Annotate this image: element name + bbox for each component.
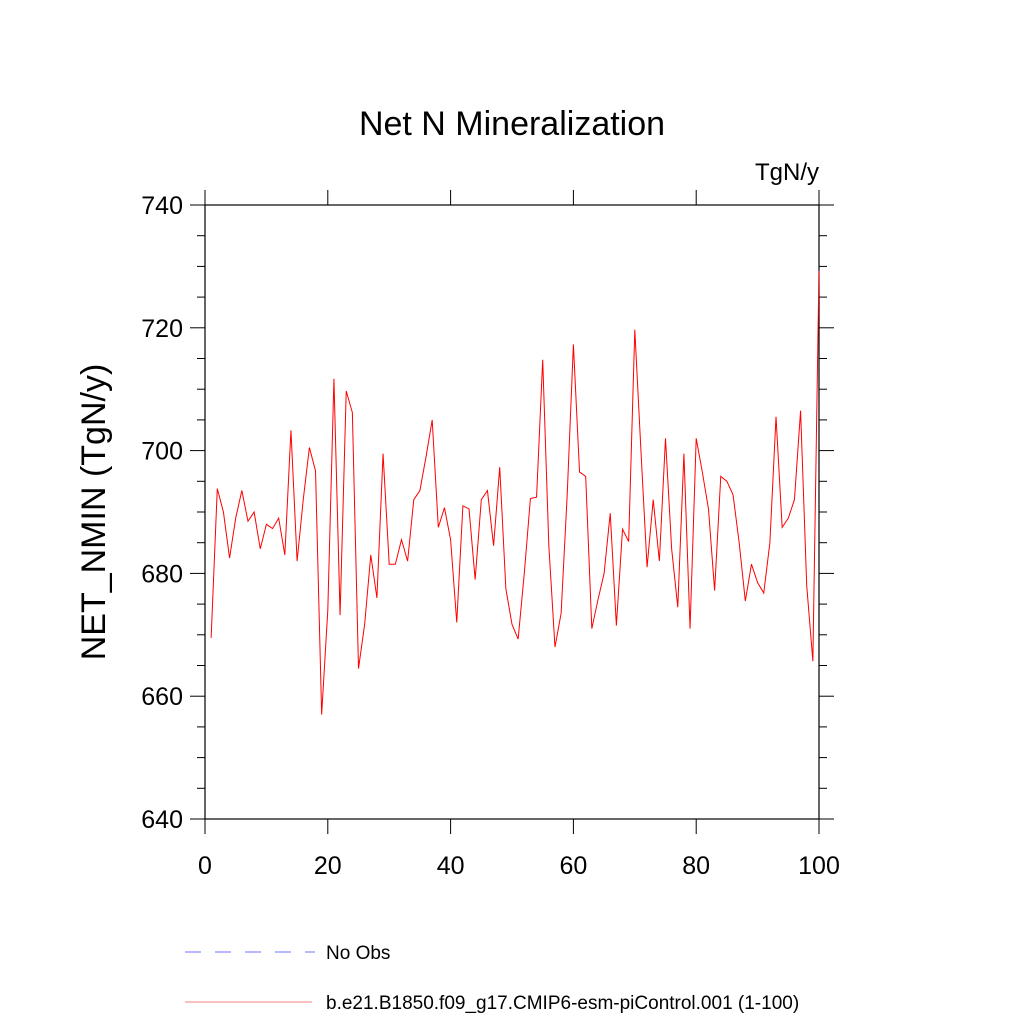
y-tick-label: 680 — [141, 560, 183, 588]
x-tick-label: 40 — [437, 852, 465, 880]
y-tick-label: 660 — [141, 683, 183, 711]
x-tick-label: 60 — [559, 852, 587, 880]
x-tick-label: 0 — [198, 852, 212, 880]
axes: 640 660 680 700 720 740 0 20 40 60 80 100 — [141, 190, 840, 880]
legend: No Obs b.e21.B1850.f09_g17.CMIP6-esm-piC… — [185, 943, 799, 1014]
x-tick-label: 80 — [682, 852, 710, 880]
series-line — [211, 271, 819, 715]
y-axis-label: NET_NMIN (TgN/y) — [75, 364, 113, 661]
plot-frame — [205, 205, 819, 819]
y-tick-label: 720 — [141, 315, 183, 343]
y-tick-label: 700 — [141, 438, 183, 466]
chart-title: Net N Mineralization — [359, 105, 665, 143]
x-tick-label: 20 — [314, 852, 342, 880]
units-label: TgN/y — [755, 159, 819, 186]
series-group — [211, 271, 819, 715]
legend-label-model: b.e21.B1850.f09_g17.CMIP6-esm-piControl.… — [326, 993, 799, 1014]
y-tick-label: 740 — [141, 192, 183, 220]
legend-label-no-obs: No Obs — [326, 943, 390, 964]
y-tick-label: 640 — [141, 806, 183, 834]
x-tick-label: 100 — [798, 852, 840, 880]
